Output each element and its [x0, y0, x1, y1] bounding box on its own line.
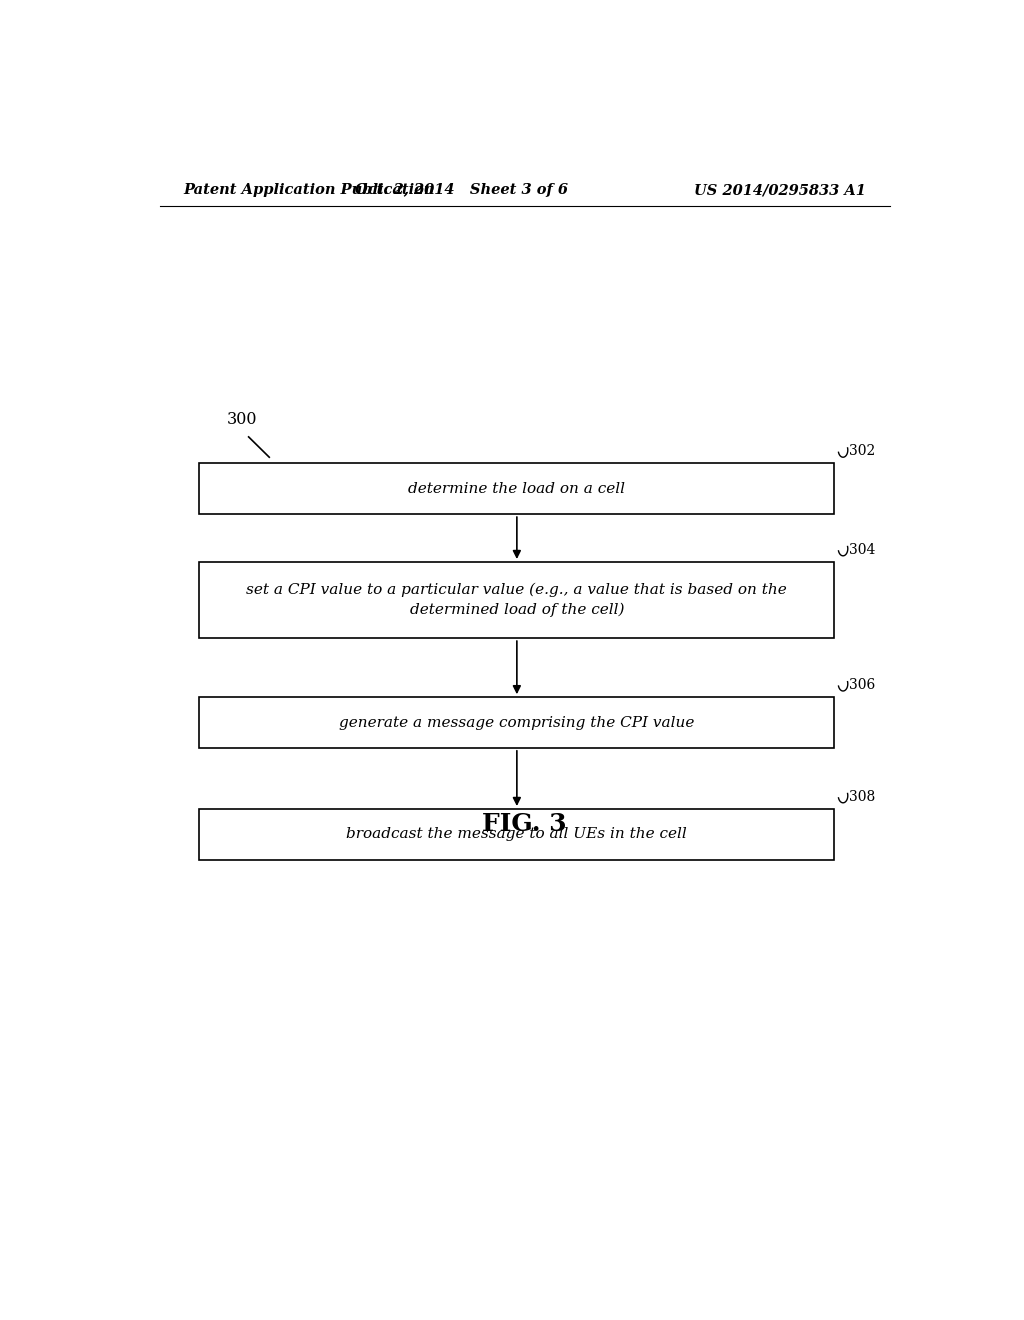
- Text: Patent Application Publication: Patent Application Publication: [183, 183, 435, 198]
- Text: FIG. 3: FIG. 3: [482, 812, 567, 836]
- Bar: [200, 562, 835, 638]
- Text: broadcast the message to all UEs in the cell: broadcast the message to all UEs in the …: [346, 828, 687, 841]
- Text: Oct. 2, 2014   Sheet 3 of 6: Oct. 2, 2014 Sheet 3 of 6: [354, 183, 568, 198]
- Bar: [200, 463, 835, 515]
- Text: 300: 300: [227, 411, 258, 428]
- Bar: [200, 809, 835, 859]
- Text: 302: 302: [849, 445, 874, 458]
- Bar: [200, 697, 835, 748]
- Text: US 2014/0295833 A1: US 2014/0295833 A1: [694, 183, 866, 198]
- Text: 308: 308: [849, 789, 874, 804]
- Text: 306: 306: [849, 678, 874, 692]
- Text: generate a message comprising the CPI value: generate a message comprising the CPI va…: [339, 715, 694, 730]
- Text: set a CPI value to a particular value (e.g., a value that is based on the
determ: set a CPI value to a particular value (e…: [247, 583, 787, 618]
- Text: determine the load on a cell: determine the load on a cell: [409, 482, 626, 496]
- Text: 304: 304: [849, 543, 874, 557]
